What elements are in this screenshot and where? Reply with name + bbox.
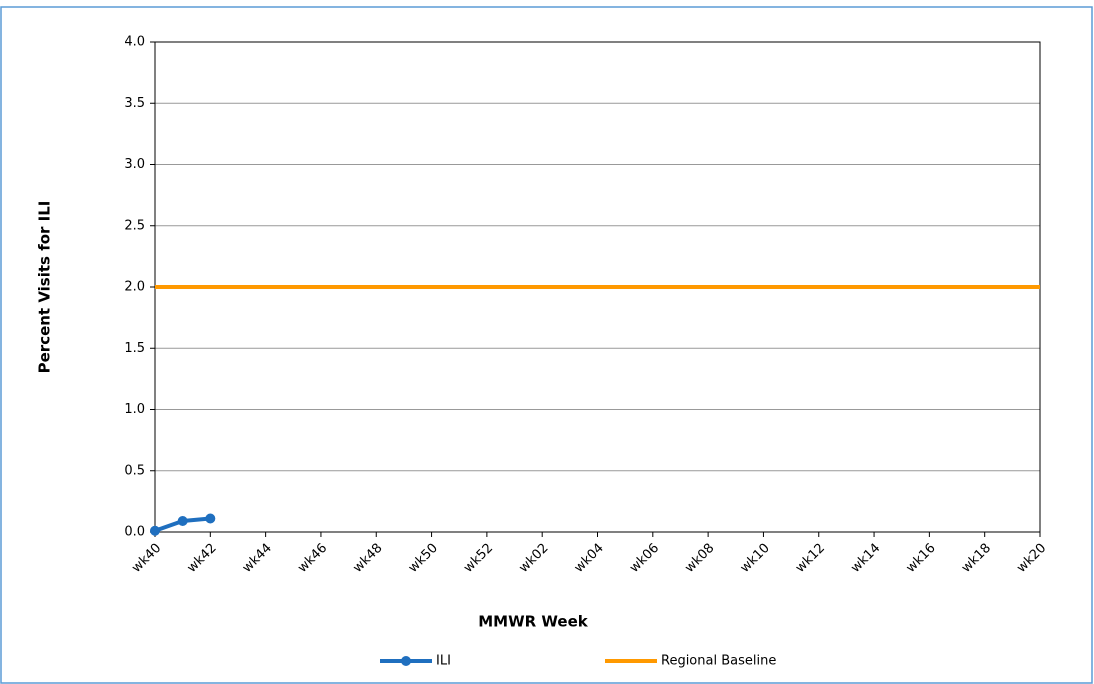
y-tick-label: 1.0 bbox=[124, 402, 145, 417]
x-tick-label: wk46 bbox=[295, 541, 330, 576]
y-tick-label: 0.0 bbox=[124, 525, 145, 540]
x-axis-title: MMWR Week bbox=[478, 613, 589, 631]
series-marker bbox=[205, 513, 216, 524]
y-tick-label: 1.5 bbox=[124, 341, 145, 356]
y-tick-label: 3.5 bbox=[124, 96, 145, 111]
x-tick-label: wk14 bbox=[848, 541, 883, 576]
x-tick-label: wk06 bbox=[627, 541, 662, 576]
chart-frame bbox=[0, 6, 1093, 684]
series-marker bbox=[150, 525, 160, 536]
legend-label: Regional Baseline bbox=[661, 654, 776, 669]
x-tick-label: wk50 bbox=[406, 541, 441, 576]
x-tick-label: wk18 bbox=[959, 541, 994, 576]
x-tick-label: wk40 bbox=[129, 541, 164, 576]
y-tick-label: 2.5 bbox=[124, 218, 145, 233]
x-tick-label: wk16 bbox=[904, 541, 939, 576]
y-tick-label: 3.0 bbox=[124, 157, 145, 172]
series-marker bbox=[177, 515, 188, 526]
legend-label: ILI bbox=[436, 654, 451, 669]
x-tick-label: wk12 bbox=[793, 541, 828, 576]
x-tick-label: wk02 bbox=[516, 541, 551, 576]
legend-marker bbox=[401, 656, 411, 666]
x-tick-label: wk10 bbox=[738, 541, 773, 576]
y-tick-label: 4.0 bbox=[124, 35, 145, 50]
x-tick-label: wk08 bbox=[682, 541, 717, 576]
x-tick-label: wk44 bbox=[240, 541, 275, 576]
x-tick-label: wk20 bbox=[1014, 541, 1049, 576]
y-axis-title: Percent Visits for ILI bbox=[36, 201, 54, 374]
x-tick-label: wk48 bbox=[350, 541, 385, 576]
x-tick-label: wk52 bbox=[461, 541, 496, 576]
y-tick-label: 0.5 bbox=[124, 463, 145, 478]
y-tick-label: 2.0 bbox=[124, 280, 145, 295]
x-tick-label: wk42 bbox=[184, 541, 219, 576]
x-tick-label: wk04 bbox=[572, 541, 607, 576]
